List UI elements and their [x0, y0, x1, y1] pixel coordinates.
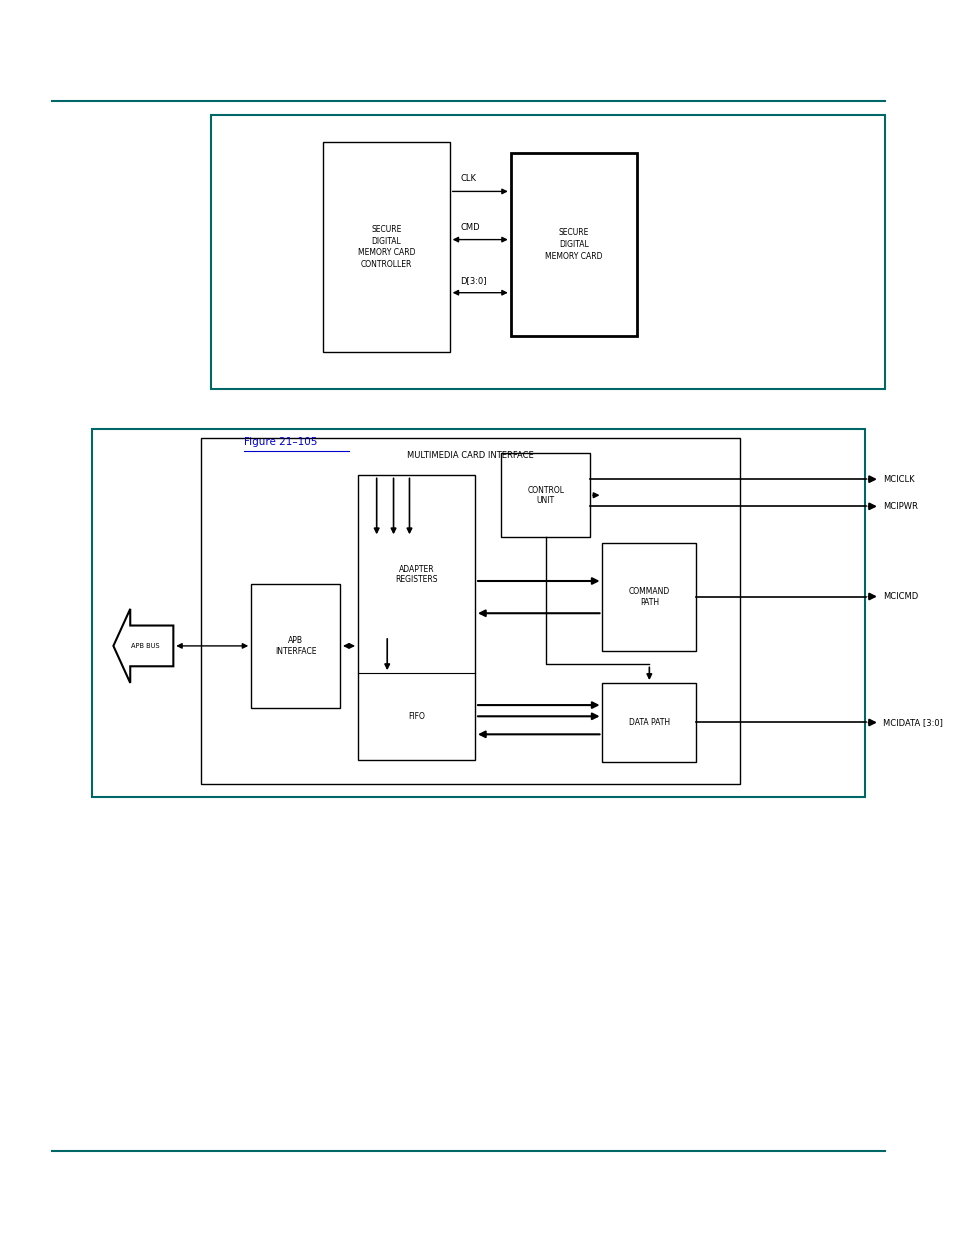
Text: ADAPTER
REGISTERS: ADAPTER REGISTERS [395, 564, 437, 584]
Bar [500, 453, 590, 537]
Text: CLK: CLK [459, 174, 476, 183]
Text: CONTROL
UNIT: CONTROL UNIT [527, 485, 564, 505]
Text: CMD: CMD [459, 224, 479, 232]
Text: MCICLK: MCICLK [882, 474, 913, 484]
Text: APB
INTERFACE: APB INTERFACE [274, 636, 316, 656]
Text: APB BUS: APB BUS [131, 643, 159, 648]
Text: MCIDATA [3:0]: MCIDATA [3:0] [882, 718, 942, 727]
Bar [211, 115, 884, 389]
Bar [91, 429, 864, 797]
Text: D[3:0]: D[3:0] [459, 277, 486, 285]
Bar [323, 142, 449, 352]
Text: MCIPWR: MCIPWR [882, 501, 917, 511]
Text: Figure 21–105: Figure 21–105 [243, 437, 316, 447]
Text: FIFO: FIFO [408, 711, 424, 721]
Text: DATA PATH: DATA PATH [628, 718, 669, 727]
Text: MCICMD: MCICMD [882, 592, 917, 601]
Bar [602, 543, 696, 651]
Bar [357, 475, 475, 760]
Polygon shape [113, 609, 173, 683]
Text: MULTIMEDIA CARD INTERFACE: MULTIMEDIA CARD INTERFACE [407, 451, 534, 459]
Bar [251, 584, 340, 708]
Text: SECURE
DIGITAL
MEMORY CARD
CONTROLLER: SECURE DIGITAL MEMORY CARD CONTROLLER [357, 225, 415, 269]
Text: SECURE
DIGITAL
MEMORY CARD: SECURE DIGITAL MEMORY CARD [544, 228, 602, 261]
Text: COMMAND
PATH: COMMAND PATH [628, 588, 669, 606]
Bar [510, 153, 637, 336]
Bar [201, 438, 740, 784]
Bar [602, 683, 696, 762]
